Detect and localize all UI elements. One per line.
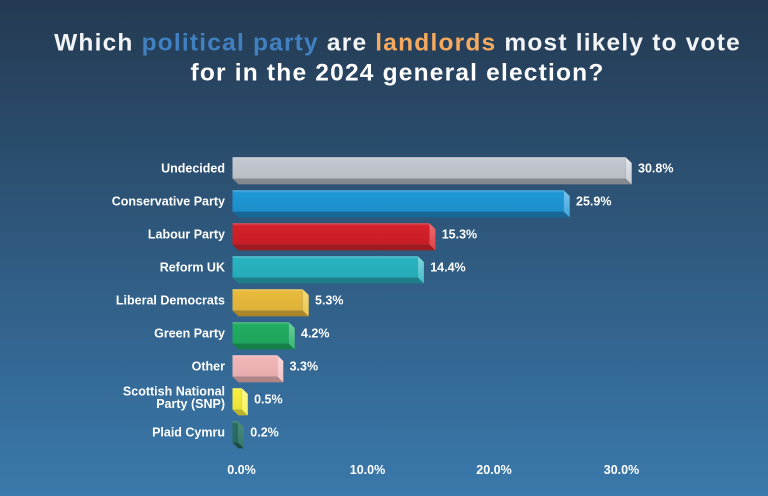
svg-text:10.0%: 10.0% [350, 463, 385, 477]
svg-text:14.4%: 14.4% [430, 261, 465, 275]
svg-text:for in the 2024 general electi: for in the 2024 general election? [190, 59, 604, 86]
svg-text:0.0%: 0.0% [227, 463, 256, 477]
svg-text:0.5%: 0.5% [254, 393, 283, 407]
svg-text:0.2%: 0.2% [250, 426, 278, 440]
svg-text:Green Party: Green Party [154, 327, 225, 341]
svg-text:15.3%: 15.3% [442, 228, 477, 242]
svg-text:4.2%: 4.2% [301, 327, 330, 341]
svg-text:25.9%: 25.9% [576, 195, 611, 209]
svg-text:Other: Other [192, 360, 225, 374]
svg-text:Reform UK: Reform UK [160, 261, 225, 275]
svg-text:Undecided: Undecided [161, 162, 225, 176]
svg-text:30.8%: 30.8% [638, 162, 673, 176]
svg-text:Conservative Party: Conservative Party [112, 195, 225, 209]
svg-text:Plaid Cymru: Plaid Cymru [152, 426, 225, 440]
svg-text:Labour Party: Labour Party [148, 228, 225, 242]
svg-text:20.0%: 20.0% [476, 463, 511, 477]
svg-text:5.3%: 5.3% [315, 294, 344, 308]
svg-text:Scottish National: Scottish National [123, 384, 225, 398]
svg-text:30.0%: 30.0% [604, 463, 639, 477]
svg-text:Party (SNP): Party (SNP) [156, 397, 225, 411]
svg-text:Liberal Democrats: Liberal Democrats [116, 294, 225, 308]
svg-text:Which political party are land: Which political party are landlords most… [54, 29, 741, 56]
svg-text:3.3%: 3.3% [290, 360, 319, 374]
